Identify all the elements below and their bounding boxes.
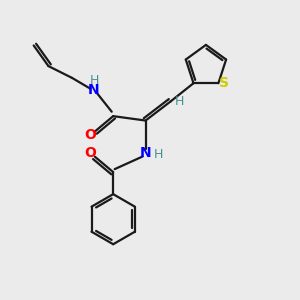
Text: N: N: [88, 82, 100, 97]
Text: N: N: [140, 146, 152, 160]
Text: O: O: [84, 146, 96, 160]
Text: H: H: [89, 74, 99, 87]
Text: O: O: [84, 128, 96, 142]
Text: H: H: [154, 148, 164, 161]
Text: S: S: [219, 76, 229, 90]
Text: H: H: [175, 95, 184, 108]
